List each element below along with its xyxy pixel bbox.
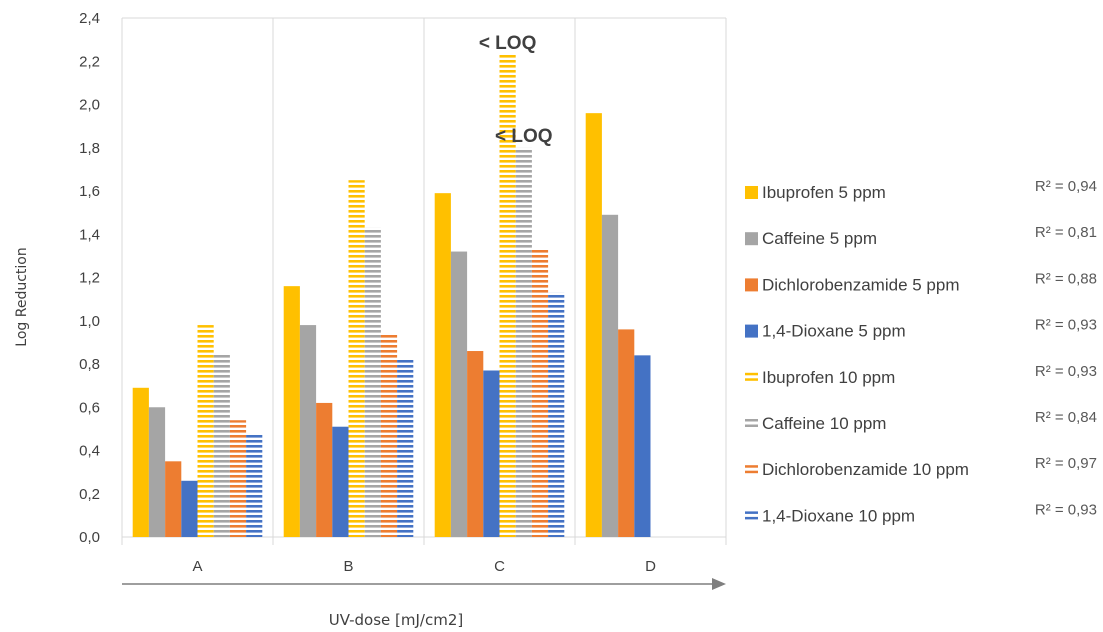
bar: [483, 370, 500, 537]
bar: [531, 249, 549, 537]
y-tick-label: 2,0: [79, 97, 100, 114]
bar: [181, 480, 198, 537]
y-axis-ticks: 0,0 0,2 0,4 0,6 0,8 1,0 1,2 1,4 1,6 1,8 2,0 2,2 2,4: [79, 10, 100, 546]
bar: [246, 433, 263, 537]
r-squared-label: R² = 0,94: [1035, 178, 1097, 195]
bar: [316, 402, 333, 537]
y-tick-label: 1,0: [79, 313, 100, 330]
bar: [299, 325, 317, 537]
r-squared-label: R² = 0,84: [1035, 409, 1097, 426]
y-tick-label: 2,4: [79, 10, 100, 27]
bars: [132, 54, 651, 538]
bar: [283, 286, 300, 537]
legend-label: Dichlorobenzamide 5 ppm: [762, 275, 960, 294]
y-tick-label: 1,2: [79, 270, 100, 287]
legend-swatch: [745, 516, 758, 520]
y-tick-label: 0,2: [79, 486, 100, 503]
bar: [515, 147, 532, 537]
y-tick-label: 1,4: [79, 226, 100, 243]
y-tick-label: 1,6: [79, 183, 100, 200]
bar: [380, 333, 398, 537]
legend-swatch: [745, 465, 758, 468]
bar: [434, 193, 451, 537]
bar: [229, 420, 247, 537]
bar: [450, 251, 468, 538]
y-tick-label: 0,6: [79, 399, 100, 416]
x-axis-label: UV-dose [mJ/cm2]: [329, 611, 463, 629]
bar: [601, 214, 619, 537]
legend-label: 1,4-Dioxane 10 ppm: [762, 506, 915, 525]
loq-annotation: < LOQ: [479, 33, 537, 54]
legend-swatch: [745, 186, 758, 199]
y-tick-label: 0,4: [79, 443, 100, 460]
bar: [618, 329, 635, 537]
x-axis-categories: A B C D: [192, 558, 656, 575]
bar: [548, 292, 565, 537]
legend-label: Ibuprofen 5 ppm: [762, 183, 886, 202]
legend-label: Caffeine 10 ppm: [762, 414, 886, 433]
x-category-label: C: [494, 558, 505, 575]
legend-label: Caffeine 5 ppm: [762, 229, 877, 248]
legend-swatch: [745, 511, 758, 514]
legend: Ibuprofen 5 ppm R² = 0,94 Caffeine 5 ppm R²…: [745, 178, 1097, 525]
bar: [397, 359, 414, 537]
legend-swatch: [745, 470, 758, 474]
y-tick-label: 0,0: [79, 529, 100, 546]
r-squared-label: R² = 0,88: [1035, 270, 1097, 287]
bar: [585, 113, 602, 538]
y-tick-label: 1,8: [79, 140, 100, 157]
bar: [634, 355, 651, 537]
r-squared-label: R² = 0,93: [1035, 363, 1097, 380]
bar: [165, 461, 182, 537]
x-axis-arrow: [122, 578, 726, 590]
bar: [499, 54, 516, 537]
bar: [467, 351, 484, 537]
r-squared-label: R² = 0,81: [1035, 224, 1097, 241]
x-category-label: A: [192, 558, 202, 575]
x-category-label: B: [343, 558, 353, 575]
bar: [132, 387, 149, 537]
r-squared-label: R² = 0,93: [1035, 317, 1097, 334]
legend-swatch: [745, 419, 758, 422]
loq-annotation: < LOQ: [495, 126, 553, 147]
bar: [148, 407, 166, 537]
r-squared-label: R² = 0,93: [1035, 501, 1097, 518]
bar: [364, 227, 381, 537]
y-axis-label: Log Reduction: [14, 247, 30, 346]
legend-swatch: [745, 324, 758, 338]
bar: [332, 426, 349, 537]
legend-swatch: [745, 232, 758, 246]
r-squared-label: R² = 0,97: [1035, 455, 1097, 472]
legend-label: Ibuprofen 10 ppm: [762, 368, 895, 387]
x-category-label: D: [645, 558, 656, 575]
bar: [197, 325, 214, 537]
bar: [213, 353, 230, 537]
y-tick-label: 0,8: [79, 356, 100, 373]
legend-swatch: [745, 378, 758, 381]
legend-label: Dichlorobenzamide 10 ppm: [762, 460, 969, 479]
y-tick-label: 2,2: [79, 53, 100, 70]
legend-swatch: [745, 372, 758, 376]
bar: [348, 180, 365, 537]
legend-swatch: [745, 424, 758, 427]
legend-swatch: [745, 278, 758, 292]
annotations: < LOQ < LOQ: [479, 33, 553, 147]
legend-label: 1,4-Dioxane 5 ppm: [762, 322, 906, 341]
